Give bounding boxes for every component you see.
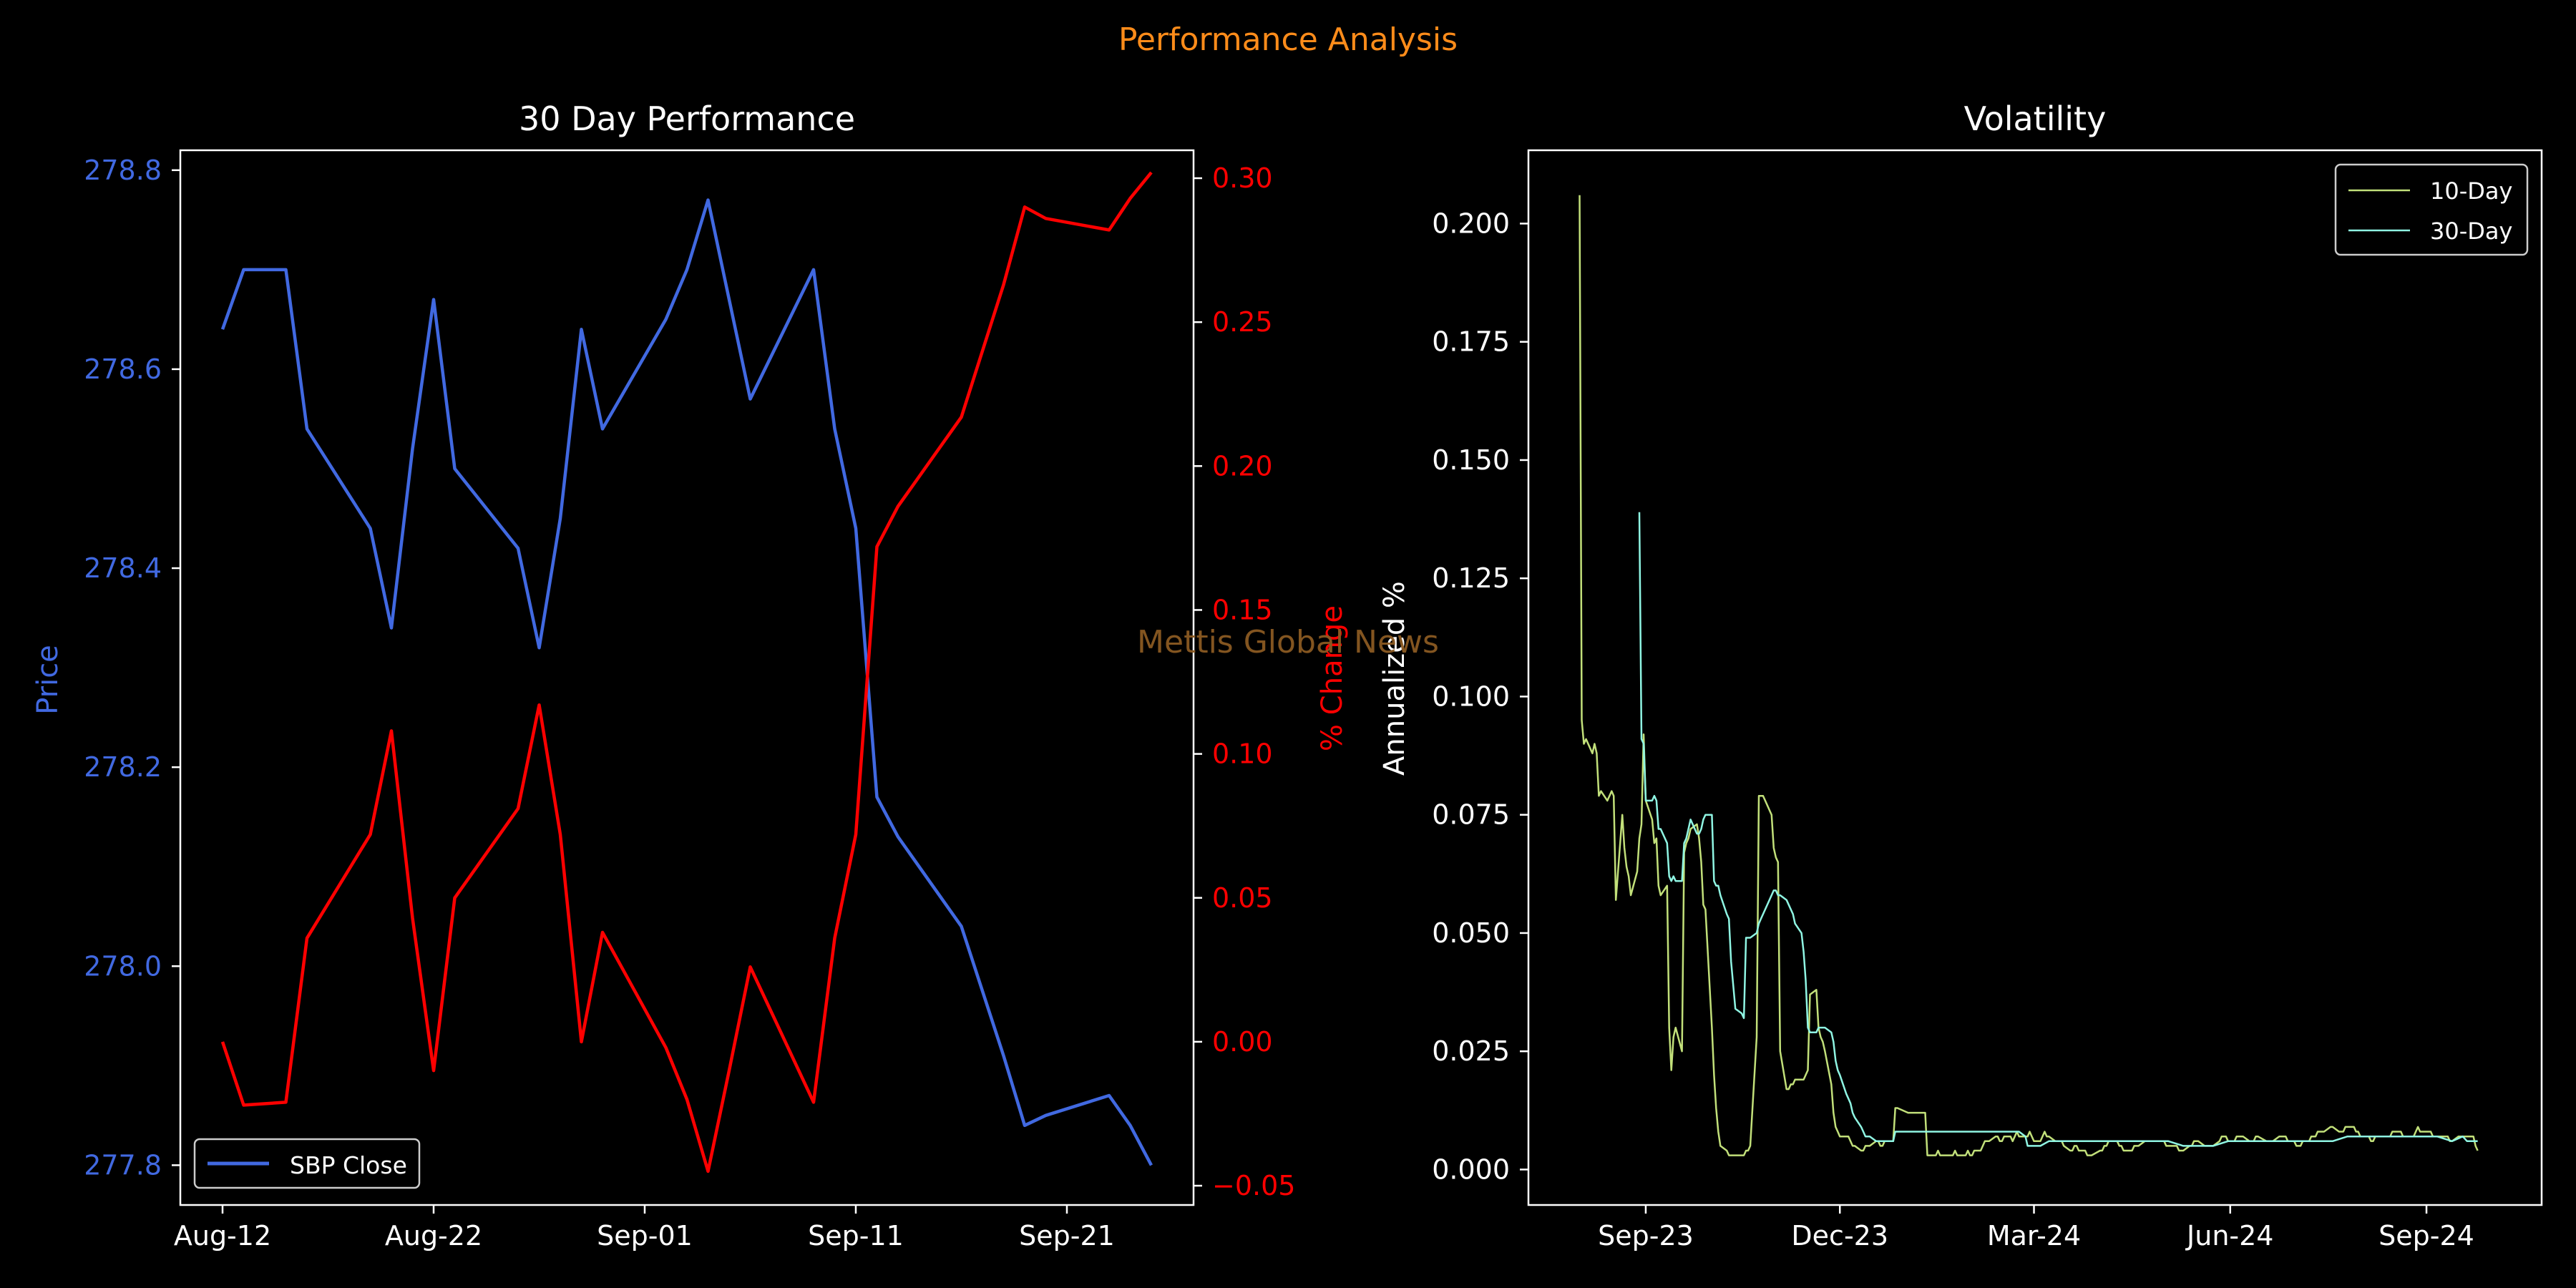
performance-panel: 30 Day Performance Aug-12 Aug-22 Sep-01 Sep… [31,99,1295,1252]
vol-y-tick-label: 0.050 [1432,917,1510,949]
price-tick-label: 278.2 [84,751,162,783]
vol-y-tick-label: 0.100 [1432,680,1510,712]
vol-y-tick-label: 0.000 [1432,1153,1510,1185]
pct-change-axis-label: % Change [1316,605,1349,751]
volatility-legend-box [2334,163,2529,256]
pct-tick-label: 0.25 [1212,306,1273,338]
volatility-title: Volatility [1964,99,2107,138]
price-tick-label: 278.8 [84,155,162,186]
volatility-plot-area [1579,195,2479,1156]
volatility-y-axis: 0.000 0.025 0.050 0.075 0.100 0.125 0.150 0.175… [1432,208,1528,1185]
x-tick-label: Aug-22 [385,1220,482,1252]
performance-axes-frame [179,149,1195,1206]
watermark: Mettis Global News [1137,624,1439,660]
vol-y-tick-label: 0.025 [1432,1035,1510,1067]
price-tick-label: 278.6 [84,353,162,385]
series-line-30-day [1638,512,2478,1147]
series-line-pct-change [220,171,1153,1174]
volatility-legend: 10-Day 30-Day [2334,163,2529,256]
performance-legend-box [193,1138,421,1189]
pct-tick-label: 0.05 [1212,882,1273,914]
vol-y-tick-label: 0.200 [1432,208,1510,239]
performance-plot-area [220,171,1153,1174]
vol-x-tick-label: Mar-24 [1987,1220,2081,1252]
vol-y-tick-label: 0.125 [1432,562,1510,594]
pct-tick-label: 0.10 [1212,738,1273,770]
vol-x-tick-label: Sep-24 [2379,1220,2474,1252]
pct-tick-label: −0.05 [1212,1170,1295,1201]
pct-tick-label: 0.15 [1212,594,1273,625]
vol-y-tick-label: 0.150 [1432,444,1510,476]
price-tick-label: 278.4 [84,552,162,584]
pct-tick-label: 0.20 [1212,450,1273,482]
vol-x-tick-label: Dec-23 [1791,1220,1888,1252]
volatility-axes-frame [1527,149,2543,1206]
legend-label-30-day: 30-Day [2430,218,2512,245]
performance-x-axis: Aug-12 Aug-22 Sep-01 Sep-11 Sep-21 [174,1205,1115,1252]
vol-y-tick-label: 0.075 [1432,799,1510,831]
performance-title: 30 Day Performance [519,99,855,138]
price-tick-label: 277.8 [84,1149,162,1181]
vol-x-tick-label: Sep-23 [1598,1220,1694,1252]
x-tick-label: Sep-11 [808,1220,904,1252]
figure-suptitle: Performance Analysis [1118,21,1458,58]
volatility-axis-label: Annualized % [1378,581,1411,776]
volatility-panel: Volatility Sep-23 Dec-23 Mar-24 Jun-24 Sep-2… [1378,99,2543,1252]
x-tick-label: Aug-12 [174,1220,271,1252]
x-tick-label: Sep-21 [1019,1220,1115,1252]
vol-x-tick-label: Jun-24 [2185,1220,2273,1252]
vol-y-tick-label: 0.175 [1432,326,1510,358]
volatility-x-axis: Sep-23 Dec-23 Mar-24 Jun-24 Sep-24 [1598,1205,2474,1252]
legend-label-10-day: 10-Day [2430,177,2512,205]
series-line-sbp-close [220,198,1153,1166]
pct-tick-label: 0.00 [1212,1026,1273,1058]
x-tick-label: Sep-01 [597,1220,693,1252]
price-tick-label: 278.0 [84,950,162,982]
legend-label-sbp-close: SBP Close [290,1151,407,1179]
performance-legend: SBP Close [193,1138,421,1189]
pct-tick-label: 0.30 [1212,162,1273,194]
pct-change-axis: −0.05 0.00 0.05 0.10 0.15 0.20 0.25 0.30 [1194,162,1295,1201]
price-axis: 277.8 278.0 278.2 278.4 278.6 278.8 [84,155,180,1181]
price-axis-label: Price [31,645,64,715]
